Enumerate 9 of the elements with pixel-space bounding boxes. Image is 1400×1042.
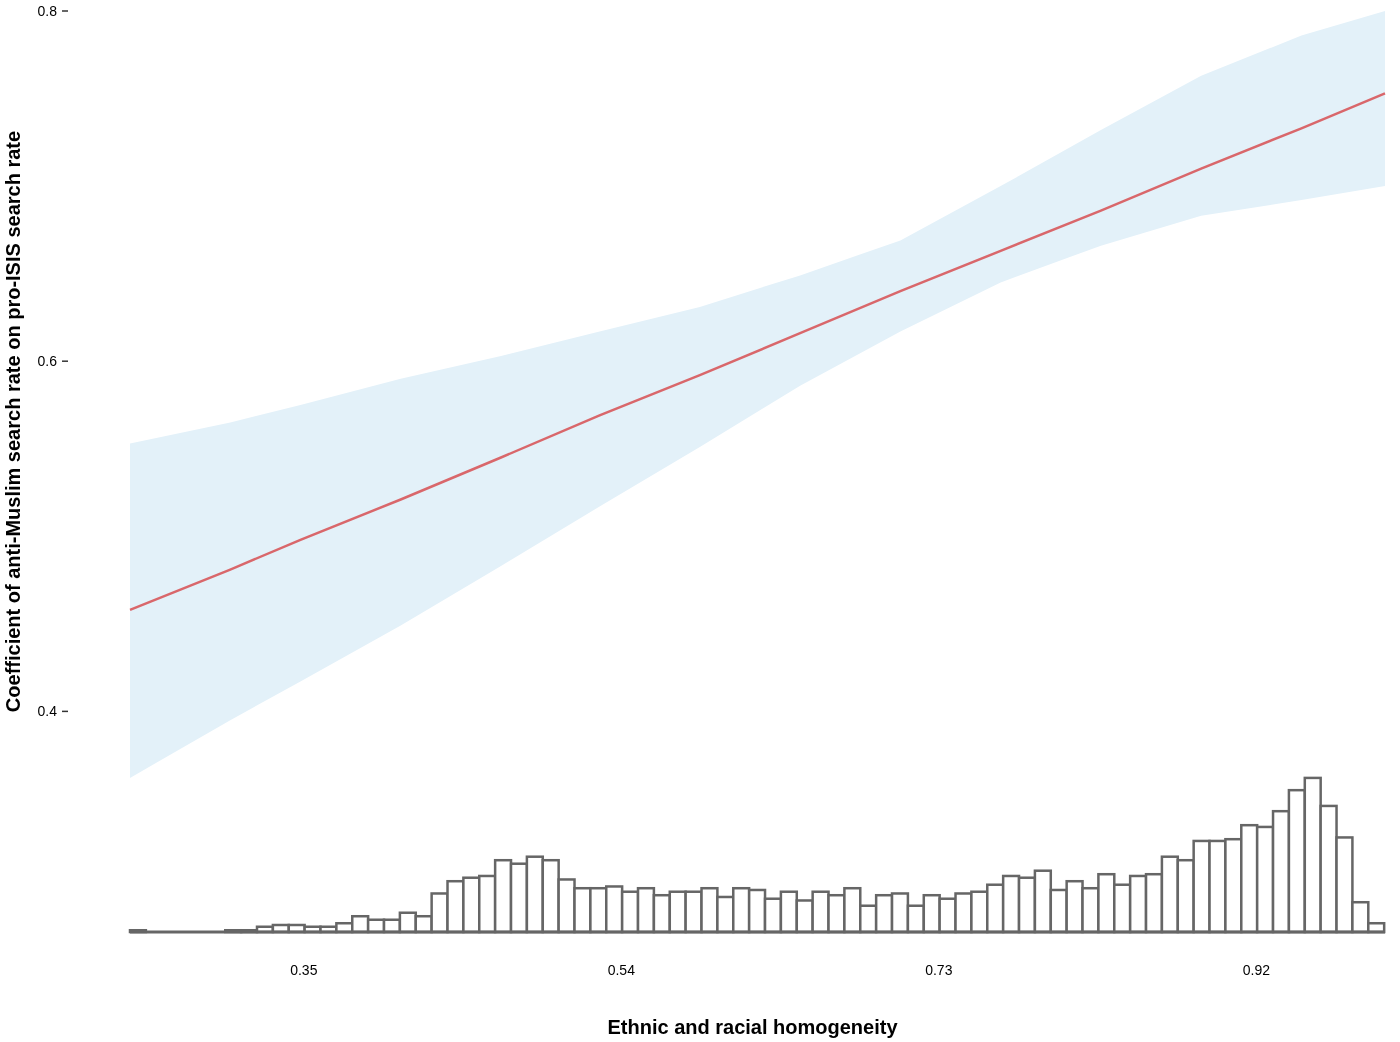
x-axis-title: Ethnic and racial homogeneity — [607, 1016, 899, 1038]
y-tick-label: 0.8 — [37, 2, 58, 19]
y-tick-label: 0.4 — [37, 703, 58, 720]
y-tick-label: 0.6 — [37, 353, 58, 370]
x-tick-label: 0.54 — [607, 962, 636, 978]
y-axis-title: Coefficient of anti-Muslim search rate on pro-ISIS search rate — [2, 130, 24, 713]
x-tick-label: 0.35 — [290, 962, 318, 978]
x-tick-label: 0.92 — [1242, 962, 1271, 978]
x-tick-label: 0.73 — [925, 962, 953, 978]
